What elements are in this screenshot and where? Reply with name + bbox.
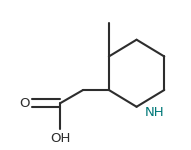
Text: OH: OH <box>50 132 70 144</box>
Text: NH: NH <box>145 106 165 119</box>
Text: O: O <box>19 97 30 110</box>
Bar <box>55 133 65 143</box>
Bar <box>20 98 29 109</box>
Bar <box>138 108 152 118</box>
